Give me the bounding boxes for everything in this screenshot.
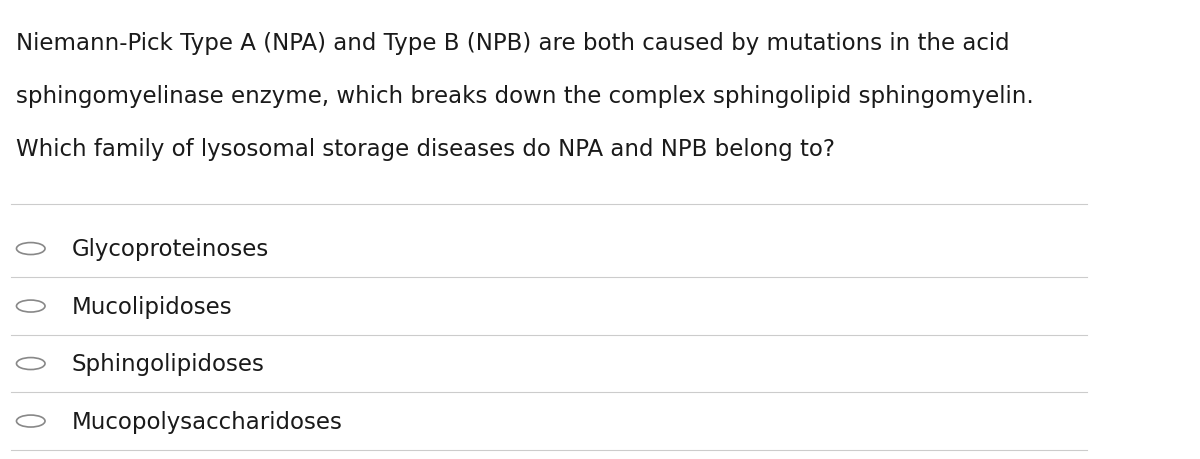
Text: sphingomyelinase enzyme, which breaks down the complex sphingolipid sphingomyeli: sphingomyelinase enzyme, which breaks do…	[17, 85, 1034, 108]
Text: Sphingolipidoses: Sphingolipidoses	[71, 353, 264, 375]
Text: Which family of lysosomal storage diseases do NPA and NPB belong to?: Which family of lysosomal storage diseas…	[17, 138, 835, 161]
Text: Mucolipidoses: Mucolipidoses	[71, 295, 232, 318]
Text: Glycoproteinoses: Glycoproteinoses	[71, 238, 269, 261]
Text: Niemann-Pick Type A (NPA) and Type B (NPB) are both caused by mutations in the a: Niemann-Pick Type A (NPA) and Type B (NP…	[17, 32, 1010, 55]
Text: Mucopolysaccharidoses: Mucopolysaccharidoses	[71, 409, 342, 432]
